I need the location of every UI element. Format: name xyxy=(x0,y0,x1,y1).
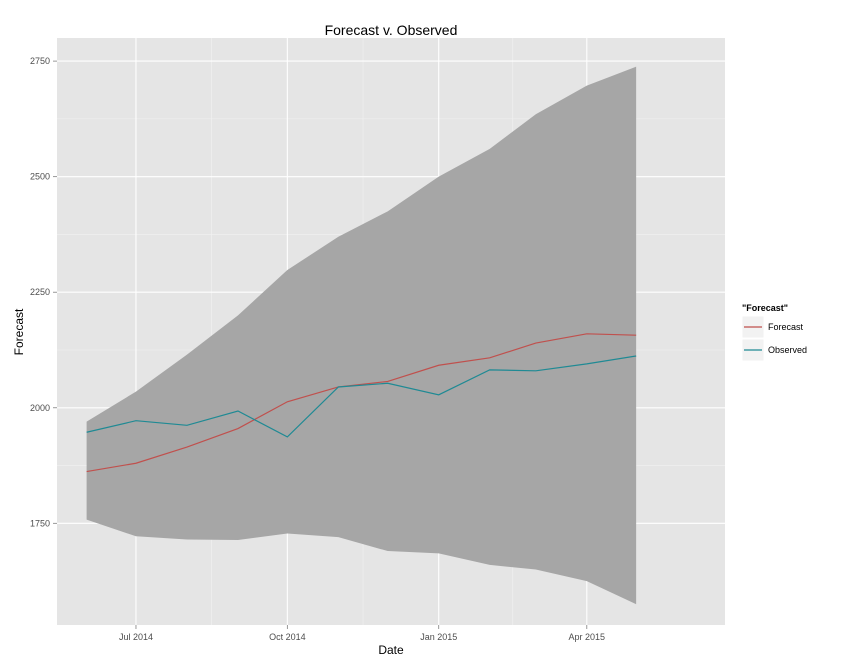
x-tick-label: Jul 2014 xyxy=(119,632,153,642)
y-tick-label: 1750 xyxy=(30,518,50,528)
series-lines-layer xyxy=(86,333,637,473)
y-tick-label: 2500 xyxy=(30,172,50,182)
y-axis-title: Forecast xyxy=(12,308,26,355)
x-tick-labels: Jul 2014 Oct 2014 Jan 2015 Apr 2015 xyxy=(119,625,605,642)
legend-items: Forecast Observed xyxy=(741,315,807,362)
y-tick-labels: 1750 2000 2250 2500 2750 xyxy=(30,56,57,528)
legend: "Forecast" Forecast Observed xyxy=(741,303,807,362)
y-tick-label: 2750 xyxy=(30,56,50,66)
y-tick-label: 2250 xyxy=(30,287,50,297)
forecast-series-line xyxy=(86,333,637,473)
chart-title: Forecast v. Observed xyxy=(325,22,458,38)
x-tick-label: Jan 2015 xyxy=(420,632,457,642)
x-tick-label: Oct 2014 xyxy=(269,632,306,642)
observed-series-line xyxy=(86,355,637,438)
y-tick-label: 2000 xyxy=(30,403,50,413)
legend-title: "Forecast" xyxy=(742,303,788,313)
confidence-band-layer xyxy=(86,66,637,605)
x-tick-label: Apr 2015 xyxy=(569,632,606,642)
x-axis-title: Date xyxy=(378,643,404,657)
confidence-band xyxy=(86,66,637,605)
legend-label-observed: Observed xyxy=(768,345,807,355)
legend-label-forecast: Forecast xyxy=(768,322,804,332)
